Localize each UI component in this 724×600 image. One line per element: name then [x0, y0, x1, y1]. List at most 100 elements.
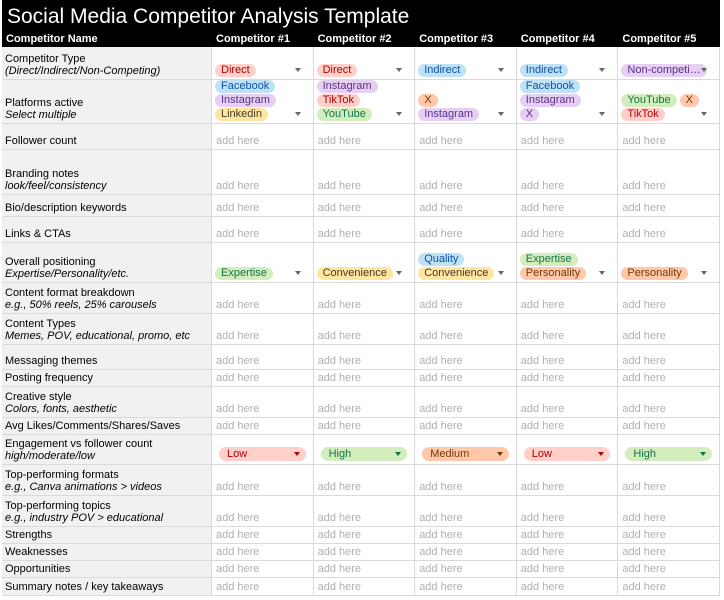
cell[interactable]: Direct [313, 47, 416, 80]
chip[interactable]: YouTube [316, 107, 372, 121]
cell[interactable]: add here [516, 217, 619, 243]
placeholder[interactable]: add here [216, 228, 260, 240]
placeholder[interactable]: add here [520, 299, 565, 311]
dropdown-arrow[interactable] [396, 112, 403, 116]
dropdown-arrow[interactable] [294, 271, 301, 275]
cell[interactable]: Indirect [415, 47, 517, 80]
cell[interactable]: add here [618, 314, 720, 345]
cell[interactable]: add here [618, 527, 720, 544]
placeholder[interactable]: add here [419, 180, 463, 192]
cell[interactable]: add here [618, 496, 720, 527]
placeholder[interactable]: add here [622, 330, 666, 342]
chip[interactable]: Instagram [519, 93, 581, 107]
placeholder[interactable]: add here [317, 135, 362, 147]
placeholder[interactable]: add here [419, 355, 463, 367]
chip[interactable]: Indirect [418, 63, 467, 77]
placeholder[interactable]: add here [622, 135, 666, 147]
placeholder[interactable]: add here [520, 355, 565, 367]
dropdown-arrow[interactable] [395, 452, 402, 456]
dropdown-arrow[interactable] [497, 271, 504, 275]
cell[interactable]: add here [212, 544, 314, 561]
placeholder[interactable]: add here [520, 228, 565, 240]
dropdown-arrow[interactable] [294, 112, 301, 116]
placeholder[interactable]: add here [622, 529, 666, 541]
cell[interactable]: add here [516, 496, 619, 527]
cell[interactable]: add here [415, 345, 517, 370]
cell[interactable]: Direct [212, 47, 314, 80]
cell[interactable]: add here [313, 217, 416, 243]
cell[interactable]: add here [618, 124, 720, 150]
chip[interactable]: Convenience [418, 266, 495, 280]
cell[interactable]: add here [618, 150, 720, 195]
placeholder[interactable]: add here [317, 299, 362, 311]
placeholder[interactable]: add here [520, 512, 565, 524]
chip[interactable]: Linkedin [215, 107, 268, 121]
placeholder[interactable]: add here [622, 355, 666, 367]
select-text[interactable]: Low [531, 448, 552, 460]
chip[interactable]: X [679, 93, 699, 107]
placeholder[interactable]: add here [419, 135, 463, 147]
cell[interactable]: add here [618, 195, 720, 217]
chip[interactable]: Direct [215, 63, 256, 77]
dropdown-arrow[interactable] [599, 112, 606, 116]
placeholder[interactable]: add here [622, 372, 666, 384]
chip[interactable]: Facebook [215, 80, 276, 94]
placeholder[interactable]: add here [216, 420, 260, 432]
cell[interactable]: Instagram TikTok YouTube [313, 80, 416, 124]
dropdown-arrow[interactable] [497, 112, 504, 116]
cell[interactable]: add here [618, 283, 720, 314]
cell[interactable]: Convenience [313, 243, 416, 283]
cell[interactable]: add here [313, 124, 416, 150]
placeholder[interactable]: add here [419, 581, 463, 593]
placeholder[interactable]: add here [520, 563, 565, 575]
placeholder[interactable]: add here [520, 135, 565, 147]
cell[interactable]: add here [212, 124, 314, 150]
placeholder[interactable]: add here [520, 581, 565, 593]
cell[interactable]: add here [212, 496, 314, 527]
cell[interactable]: add here [415, 465, 517, 496]
cell[interactable]: add here [415, 496, 517, 527]
placeholder[interactable]: add here [622, 581, 666, 593]
placeholder[interactable]: add here [419, 546, 463, 558]
placeholder[interactable]: add here [216, 481, 260, 493]
cell[interactable]: add here [415, 418, 517, 435]
placeholder[interactable]: add here [622, 403, 666, 415]
cell[interactable]: Non-competi… [618, 47, 720, 80]
placeholder[interactable]: add here [317, 512, 362, 524]
dropdown-arrow[interactable] [598, 452, 605, 456]
cell[interactable]: Expertise [212, 243, 314, 283]
cell[interactable]: High [313, 435, 416, 465]
placeholder[interactable]: add here [419, 529, 463, 541]
cell[interactable]: add here [313, 150, 416, 195]
placeholder[interactable]: add here [622, 563, 666, 575]
cell[interactable]: add here [618, 465, 720, 496]
cell[interactable]: add here [618, 561, 720, 578]
cell[interactable]: add here [212, 150, 314, 195]
chip[interactable]: Non-competi… [621, 63, 707, 77]
cell[interactable]: add here [212, 465, 314, 496]
placeholder[interactable]: add here [419, 512, 463, 524]
placeholder[interactable]: add here [216, 135, 260, 147]
chip[interactable]: X [418, 93, 438, 107]
placeholder[interactable]: add here [317, 563, 362, 575]
cell[interactable]: add here [212, 283, 314, 314]
select-text[interactable]: High [633, 448, 657, 460]
chip[interactable]: Personality [621, 266, 688, 280]
dropdown-arrow[interactable] [700, 112, 707, 116]
cell[interactable]: add here [212, 195, 314, 217]
placeholder[interactable]: add here [317, 180, 362, 192]
placeholder[interactable]: add here [419, 330, 463, 342]
dropdown-arrow[interactable] [700, 68, 707, 72]
cell[interactable]: add here [415, 527, 517, 544]
cell[interactable]: add here [212, 418, 314, 435]
cell[interactable]: add here [618, 217, 720, 243]
cell[interactable]: add here [212, 578, 314, 596]
cell[interactable]: X Instagram [415, 80, 517, 124]
dropdown-arrow[interactable] [700, 271, 707, 275]
cell[interactable]: Indirect [516, 47, 619, 80]
placeholder[interactable]: add here [520, 403, 565, 415]
placeholder[interactable]: add here [317, 403, 362, 415]
cell[interactable]: Medium [415, 435, 517, 465]
cell[interactable]: add here [516, 370, 619, 387]
placeholder[interactable]: add here [216, 299, 260, 311]
